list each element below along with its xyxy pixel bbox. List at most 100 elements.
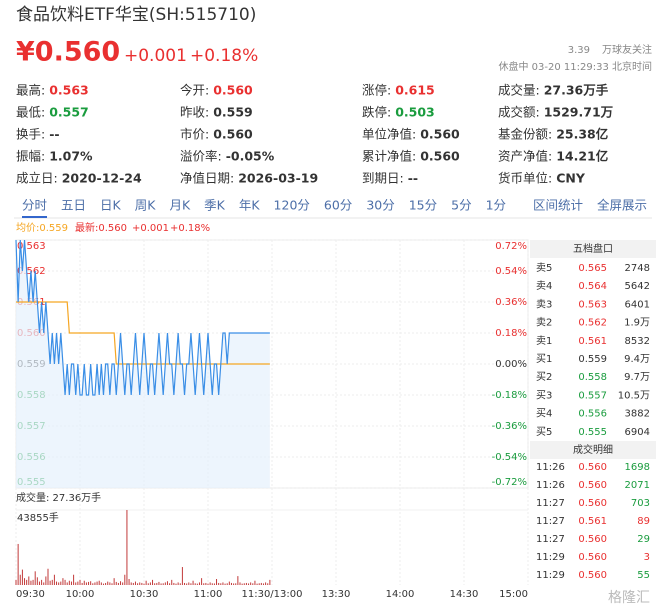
stat-label: 成交额: [498,105,540,120]
volume-bar [164,582,166,585]
volume-bar [205,582,207,585]
tab[interactable]: 5分 [451,198,471,213]
volume-bar [28,576,30,585]
trade-volume: 55 [637,570,650,581]
book-price: 0.558 [578,372,607,383]
y2-tick-label: 0.54% [495,266,527,277]
trade-time: 11:27 [536,516,565,527]
volume-bar [109,582,111,585]
stat-value: 0.560 [213,83,253,98]
tab[interactable]: 30分 [366,198,394,213]
tab[interactable]: 月K [169,198,191,213]
book-price: 0.563 [578,299,607,310]
volume-bar [117,582,119,585]
latest-legend: 最新:0.560 [75,221,127,234]
volume-bar [62,578,64,585]
volume-bar [53,574,55,585]
tab[interactable]: 1分 [486,198,506,213]
stat-value: 14.21亿 [556,149,608,164]
volume-bar [198,582,200,585]
book-label: 买4 [536,408,552,420]
volume-bar [241,583,243,585]
stat-label: 基金份额: [498,127,552,142]
volume-bar [235,583,237,585]
stat-label: 到期日: [362,171,404,186]
volume-bar [239,582,241,585]
followers-label[interactable]: 万球友关注 [602,43,652,56]
tab[interactable]: 60分 [324,198,352,213]
stat-label: 昨收: [180,105,209,120]
volume-bar [66,582,68,585]
x-tick-label: 11:00 [194,589,223,600]
volume-bar [173,582,175,585]
tab[interactable]: 分时 [22,198,48,213]
trade-volume: 3 [644,552,650,563]
tab[interactable]: 周K [135,198,157,213]
trade-volume: 703 [631,498,650,509]
volume-bar [269,579,271,585]
volume-bar [166,581,168,585]
volume-bar [258,583,260,585]
volume-bar [126,510,128,585]
volume-bar [94,582,96,585]
volume-bar [102,583,104,585]
book-price: 0.559 [578,354,607,365]
stat-value: 0.559 [213,105,253,120]
tab[interactable]: 120分 [274,198,310,213]
trade-volume: 2071 [625,480,650,491]
tab[interactable]: 五日 [61,198,86,213]
volume-bar [92,583,94,585]
volume-bar [107,581,109,585]
book-header [530,240,656,258]
volume-bar [226,583,228,585]
stat-value: -- [49,127,59,142]
book-label: 卖4 [536,280,552,292]
tab[interactable]: 日K [100,198,122,213]
tool[interactable]: 全屏展示 [597,198,647,213]
stat-label: 单位净值: [362,127,416,142]
book-volume: 8532 [625,336,650,347]
volume-bar [19,574,21,585]
volume-bar [43,582,45,585]
volume-bar [88,581,90,585]
stat-label: 市价: [180,127,209,142]
volume-bar [209,582,211,585]
trade-time: 11:27 [536,498,565,509]
book-price: 0.556 [578,409,607,420]
tab[interactable]: 季K [204,198,226,213]
volume-bar [248,583,250,585]
trades-title: 成交明细 [573,443,613,456]
volume-bar [83,580,85,585]
stat-label: 溢价率: [180,149,222,164]
volume-bar [149,582,151,585]
change-pct: +0.18% [190,46,258,66]
stat-value: 0.557 [49,105,89,120]
volume-bar [233,583,235,585]
volume-bar [267,583,269,585]
volume-bar [17,543,19,585]
tool[interactable]: 区间统计 [533,198,583,213]
book-label: 卖1 [536,335,552,347]
book-price: 0.557 [578,390,607,401]
stat-value: 1.07% [49,149,93,164]
volume-bar [145,580,147,585]
book-label: 买2 [536,371,552,383]
trade-time: 11:26 [536,480,565,491]
volume-bar [154,583,156,585]
volume-bar [36,577,38,585]
stat-label: 涨停: [362,83,391,98]
volume-bar [190,583,192,585]
volume-bar [96,581,98,585]
x-tick-label: 11:30/13:00 [241,589,302,600]
y2-tick-label: -0.54% [492,452,527,463]
volume-bar [175,583,177,585]
trade-price: 0.560 [578,552,607,563]
volume-bar [124,574,126,585]
volume-bar [186,583,188,585]
tab[interactable]: 15分 [409,198,437,213]
volume-bar [111,583,113,585]
tab[interactable]: 年K [239,198,261,213]
trade-price: 0.560 [578,480,607,491]
book-price: 0.555 [578,427,607,438]
